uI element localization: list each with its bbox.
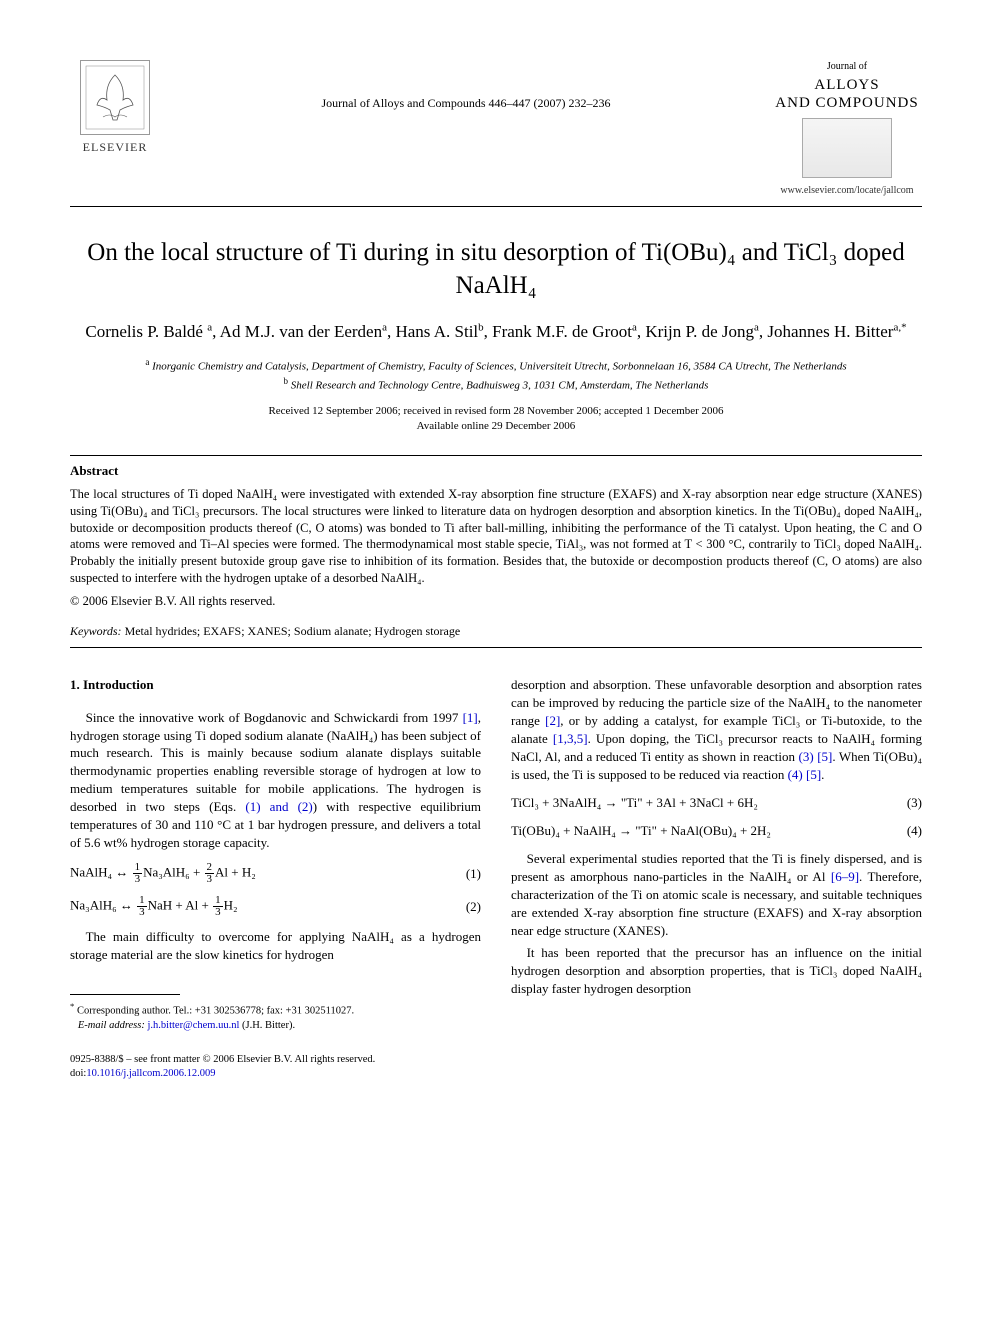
footnote-line-1: * Corresponding author. Tel.: +31 302536… [70, 1001, 481, 1019]
ref-link-1[interactable]: [1] [463, 710, 478, 725]
footnote-rule [70, 994, 180, 995]
doi-line: doi:10.1016/j.jallcom.2006.12.009 [70, 1067, 922, 1081]
journal-brand-block: Journal of ALLOYS AND COMPOUNDS www.else… [772, 60, 922, 198]
right-column: desorption and absorption. These unfavor… [511, 676, 922, 1032]
article-title: On the local structure of Ti during in s… [70, 237, 922, 302]
abstract-heading: Abstract [70, 462, 922, 480]
section-1-heading: 1. Introduction [70, 676, 481, 694]
equation-1: NaAlH₄ ↔ 13Na₃AlH₆ + 23Al + H₂ (1) [70, 862, 481, 885]
equation-2-body: Na₃AlH₆ ↔ 13NaH + Al + 13H₂ [70, 895, 441, 918]
keywords-line: Keywords: Metal hydrides; EXAFS; XANES; … [70, 623, 922, 640]
abstract-bottom-rule [70, 647, 922, 648]
journal-cover-thumbnail [802, 118, 892, 178]
ref-link-6-9[interactable]: [6–9] [831, 869, 859, 884]
affiliations: a Inorganic Chemistry and Catalysis, Dep… [70, 356, 922, 394]
publisher-tree-logo [80, 60, 150, 135]
equation-2-number: (2) [441, 898, 481, 916]
ref-link-135[interactable]: [1,3,5] [553, 731, 588, 746]
abstract-body: The local structures of Ti doped NaAlH₄ … [70, 486, 922, 587]
abstract-copyright: © 2006 Elsevier B.V. All rights reserved… [70, 593, 922, 611]
body-columns: 1. Introduction Since the innovative wor… [70, 676, 922, 1032]
keywords-label: Keywords: [70, 624, 122, 638]
keywords-text: Metal hydrides; EXAFS; XANES; Sodium ala… [122, 624, 461, 638]
journal-brand-name: ALLOYS AND COMPOUNDS [772, 76, 922, 112]
equation-4-body: Ti(OBu)₄ + NaAlH₄ → "Ti" + NaAl(OBu)₄ + … [511, 822, 882, 840]
abstract-top-rule [70, 455, 922, 456]
equation-2: Na₃AlH₆ ↔ 13NaH + Al + 13H₂ (2) [70, 895, 481, 918]
equation-3: TiCl₃ + 3NaAlH₄ → "Ti" + 3Al + 3NaCl + 6… [511, 794, 922, 812]
eq-ref-1-2[interactable]: (1) and (2) [245, 799, 312, 814]
publisher-name: ELSEVIER [83, 139, 148, 156]
eq-ref-3[interactable]: (3) [799, 749, 814, 764]
intro-para-1: Since the innovative work of Bogdanovic … [70, 709, 481, 853]
left-column: 1. Introduction Since the innovative wor… [70, 676, 481, 1032]
publisher-block: ELSEVIER [70, 60, 160, 156]
available-online-line: Available online 29 December 2006 [70, 419, 922, 434]
authors-line: Cornelis P. Baldé a, Ad M.J. van der Eer… [70, 320, 922, 344]
equation-1-body: NaAlH₄ ↔ 13Na₃AlH₆ + 23Al + H₂ [70, 862, 441, 885]
front-matter-line: 0925-8388/$ – see front matter © 2006 El… [70, 1053, 922, 1067]
journal-url[interactable]: www.elsevier.com/locate/jallcom [772, 184, 922, 198]
equation-3-number: (3) [882, 794, 922, 812]
received-accepted-line: Received 12 September 2006; received in … [70, 404, 922, 419]
eq-ref-4[interactable]: (4) [788, 767, 803, 782]
doi-link[interactable]: 10.1016/j.jallcom.2006.12.009 [86, 1068, 215, 1079]
equation-4: Ti(OBu)₄ + NaAlH₄ → "Ti" + NaAl(OBu)₄ + … [511, 822, 922, 840]
equation-4-number: (4) [882, 822, 922, 840]
equation-1-number: (1) [441, 865, 481, 883]
equation-3-body: TiCl₃ + 3NaAlH₄ → "Ti" + 3Al + 3NaCl + 6… [511, 794, 882, 812]
intro-para-2: The main difficulty to overcome for appl… [70, 928, 481, 964]
ref-link-5b[interactable]: [5] [806, 767, 821, 782]
article-dates: Received 12 September 2006; received in … [70, 404, 922, 435]
right-para-2: Several experimental studies reported th… [511, 850, 922, 940]
ref-link-5a[interactable]: [5] [817, 749, 832, 764]
affiliation-b: b Shell Research and Technology Centre, … [70, 375, 922, 394]
corresponding-author-footnote: * Corresponding author. Tel.: +31 302536… [70, 1001, 481, 1033]
email-link[interactable]: j.h.bitter@chem.uu.nl [147, 1020, 239, 1031]
footnote-line-2: E-mail address: j.h.bitter@chem.uu.nl (J… [70, 1019, 481, 1033]
header-rule [70, 206, 922, 207]
affiliation-a: a Inorganic Chemistry and Catalysis, Dep… [70, 356, 922, 375]
journal-brand-pretitle: Journal of [772, 60, 922, 74]
page-bottom-meta: 0925-8388/$ – see front matter © 2006 El… [70, 1053, 922, 1081]
journal-citation: Journal of Alloys and Compounds 446–447 … [160, 60, 772, 112]
right-para-3: It has been reported that the precursor … [511, 944, 922, 998]
ref-link-2[interactable]: [2] [545, 713, 560, 728]
page-header: ELSEVIER Journal of Alloys and Compounds… [70, 60, 922, 198]
right-para-1: desorption and absorption. These unfavor… [511, 676, 922, 784]
